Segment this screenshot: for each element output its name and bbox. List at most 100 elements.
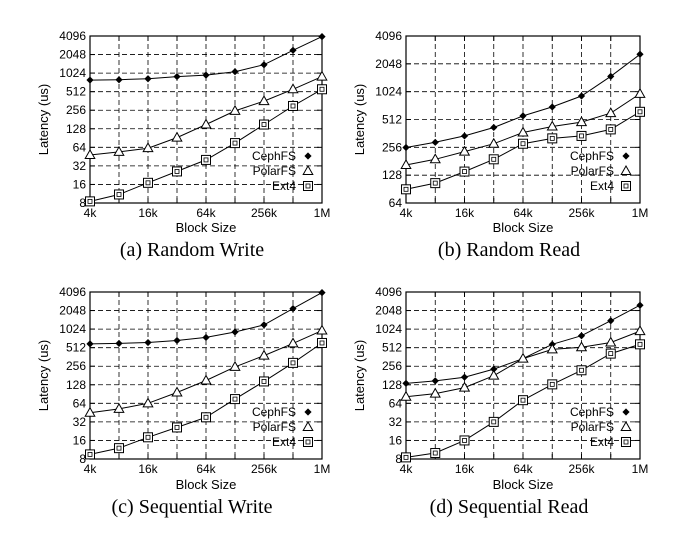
- data-point-cephfs: [86, 340, 94, 348]
- data-point-ext4: [172, 166, 182, 177]
- data-point-ext4: [317, 84, 327, 95]
- data-point-polarfs: [605, 336, 617, 347]
- square-inner: [305, 439, 311, 445]
- data-point-polarfs: [113, 402, 125, 413]
- data-point-ext4: [259, 376, 269, 387]
- y-tick-label: 64: [73, 396, 87, 410]
- data-point-ext4: [401, 184, 411, 195]
- square-inner: [491, 156, 497, 162]
- y-tick-label: 4096: [375, 285, 402, 299]
- y-tick-label: 16: [389, 433, 403, 447]
- square-outer: [518, 395, 528, 406]
- data-point-cephfs: [202, 333, 210, 342]
- panel-caption: (d) Sequential Read: [430, 496, 589, 518]
- data-point-polarfs: [488, 137, 500, 148]
- x-axis-label: Block Size: [176, 220, 237, 235]
- data-point-polarfs: [171, 386, 183, 397]
- legend-label-cephfs: CephFS: [252, 405, 296, 419]
- square-outer: [143, 177, 153, 188]
- square-outer: [143, 432, 153, 443]
- data-point-polarfs: [258, 349, 270, 360]
- data-point-polarfs: [200, 118, 212, 129]
- chart-panel-4: 8 16 32 64 128 256 512 1024 2048 4096 4k 16k 64k 256k…: [352, 285, 648, 518]
- legend-marker-ext4: [303, 181, 313, 191]
- legend-marker-ext4: [621, 181, 631, 191]
- data-point-ext4: [459, 166, 470, 177]
- data-point-cephfs: [431, 377, 439, 385]
- data-point-cephfs: [144, 75, 152, 83]
- legend-label-ext4: Ext4: [590, 179, 614, 193]
- data-point-ext4: [488, 154, 499, 165]
- square-outer: [288, 100, 298, 111]
- data-point-ext4: [288, 357, 298, 368]
- y-tick-label: 128: [66, 122, 86, 136]
- data-point-ext4: [143, 177, 153, 188]
- data-point-ext4: [401, 452, 411, 463]
- data-point-polarfs: [458, 145, 471, 156]
- data-point-polarfs: [316, 70, 328, 81]
- data-point-ext4: [230, 394, 240, 405]
- x-tick-label: 16k: [455, 206, 475, 220]
- data-point-cephfs: [577, 92, 586, 100]
- square-outer: [459, 166, 470, 177]
- data-point-cephfs: [460, 373, 469, 381]
- y-tick-label: 512: [382, 113, 402, 127]
- square-inner: [232, 396, 238, 402]
- data-point-polarfs: [316, 324, 328, 335]
- legend-marker-cephfs: [304, 408, 312, 416]
- data-point-polarfs: [575, 116, 588, 127]
- square-outer: [317, 84, 327, 95]
- data-point-cephfs: [260, 61, 268, 69]
- data-point-ext4: [259, 119, 269, 130]
- square-inner: [549, 135, 555, 141]
- square-inner: [319, 86, 325, 92]
- square-outer: [605, 124, 616, 135]
- square-inner: [290, 360, 296, 366]
- square-inner: [520, 397, 526, 403]
- y-tick-label: 1024: [375, 85, 402, 99]
- square-outer: [172, 422, 182, 433]
- data-point-cephfs: [144, 338, 152, 347]
- y-axis-label: Latency (us): [36, 340, 51, 412]
- data-point-cephfs: [173, 72, 181, 81]
- y-tick-label: 8: [79, 196, 86, 210]
- legend-marker-ext4: [621, 437, 631, 447]
- legend-marker-polarfs: [302, 420, 314, 431]
- square-outer: [201, 412, 211, 423]
- y-tick-label: 2048: [375, 304, 402, 318]
- data-point-ext4: [317, 337, 327, 348]
- square-inner: [432, 180, 438, 186]
- square-outer: [518, 138, 528, 149]
- square-outer: [114, 443, 124, 454]
- plot-frame: [405, 35, 641, 204]
- data-point-ext4: [488, 416, 499, 427]
- square-outer: [576, 130, 587, 141]
- square-inner: [491, 419, 497, 425]
- y-tick-label: 256: [66, 103, 86, 117]
- y-tick-label: 64: [389, 396, 403, 410]
- panel-caption: (c) Sequential Write: [112, 496, 273, 518]
- y-tick-label: 256: [382, 140, 402, 154]
- legend-label-polarfs: PolarFS: [253, 420, 296, 434]
- data-point-cephfs: [636, 50, 644, 58]
- data-point-cephfs: [115, 76, 123, 84]
- square-outer: [401, 184, 411, 195]
- square-outer: [635, 339, 645, 350]
- data-point-cephfs: [231, 68, 239, 76]
- data-point-cephfs: [519, 112, 527, 120]
- square-outer: [230, 394, 240, 405]
- square-inner: [319, 340, 325, 346]
- square-inner: [290, 103, 296, 109]
- square-outer: [430, 448, 441, 459]
- data-point-polarfs: [634, 87, 646, 98]
- square-inner: [174, 169, 180, 174]
- legend-label-ext4: Ext4: [272, 435, 296, 449]
- data-point-polarfs: [575, 341, 588, 352]
- data-point-ext4: [518, 138, 528, 149]
- y-tick-label: 64: [389, 196, 403, 210]
- legend-label-cephfs: CephFS: [570, 149, 614, 163]
- x-tick-label: 16k: [455, 462, 475, 476]
- y-tick-label: 32: [389, 415, 403, 429]
- data-point-ext4: [430, 178, 441, 189]
- data-point-ext4: [635, 339, 645, 350]
